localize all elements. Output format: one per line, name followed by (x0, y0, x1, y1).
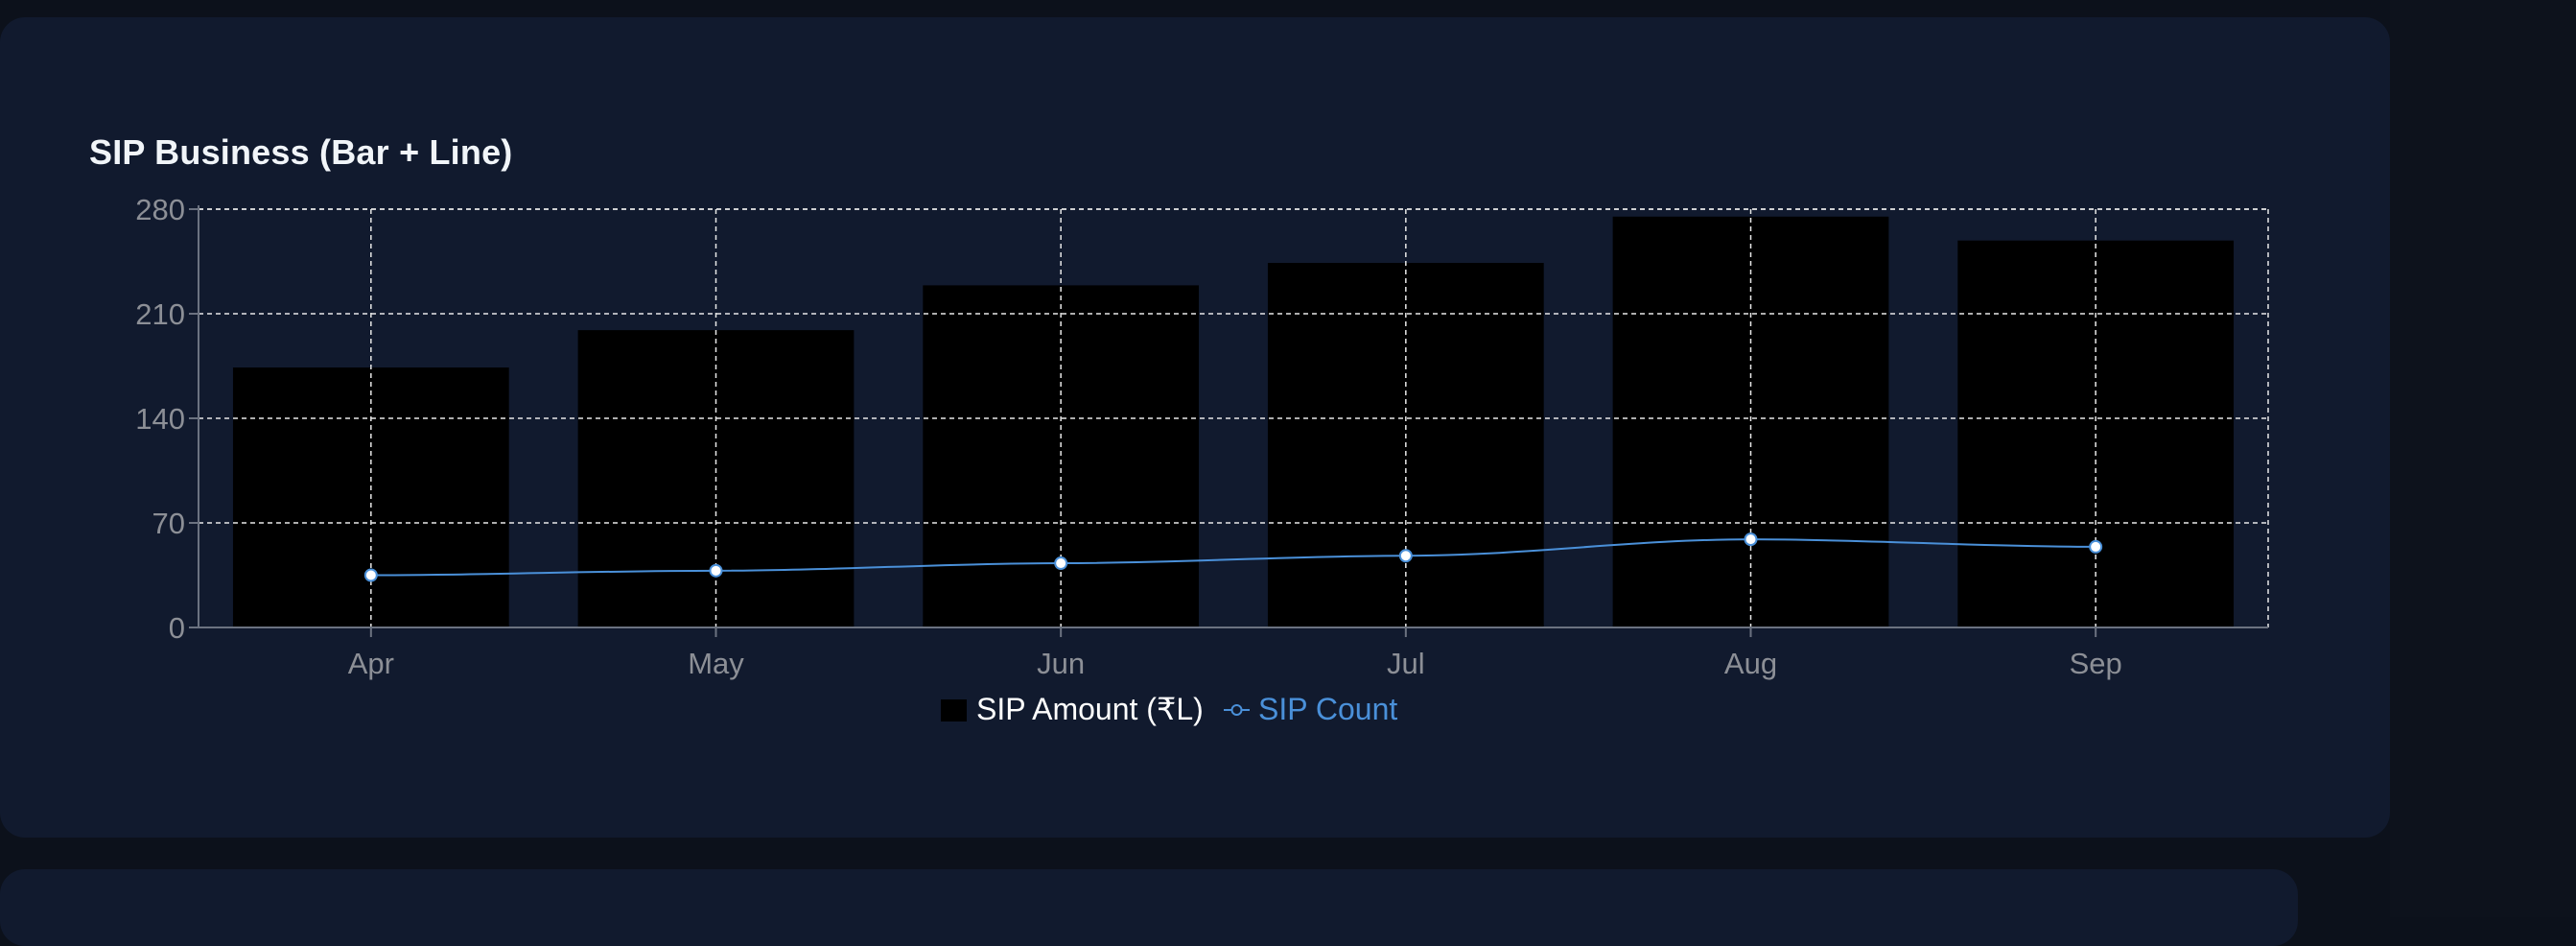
sip-count-point-jun (1054, 556, 1068, 571)
sip-count-line (370, 538, 2096, 577)
sip-count-point-may (709, 563, 723, 578)
legend-swatch-sip-amount (941, 699, 967, 721)
side-strip (2390, 0, 2576, 917)
legend-marker-sip-count (1230, 704, 1243, 716)
x-tick-label-aug: Aug (1724, 647, 1777, 680)
y-tick-label-0: 0 (169, 611, 185, 645)
sip-count-point-sep (2089, 539, 2103, 554)
x-tick-label-jul: Jul (1387, 647, 1425, 680)
sip-count-point-apr (363, 568, 378, 582)
sip-business-chart: 0 70 140 210 280 Apr May Jun Jul Aug Sep SIP Amount… (135, 193, 2269, 726)
x-tick-label-jun: Jun (1037, 647, 1085, 680)
legend-label-sip-amount: SIP Amount (₹L) (976, 692, 1204, 726)
y-tick-label-210: 210 (135, 297, 185, 331)
sip-count-point-jul (1398, 549, 1413, 563)
next-card (0, 869, 2298, 946)
y-tick-label-140: 140 (135, 402, 185, 436)
y-tick-label-280: 280 (135, 193, 185, 226)
y-tick-label-70: 70 (152, 507, 185, 540)
x-tick-label-may: May (688, 647, 744, 680)
x-tick-label-sep: Sep (2070, 647, 2122, 680)
legend-label-sip-count: SIP Count (1258, 692, 1397, 726)
sip-count-point-aug (1744, 532, 1758, 547)
x-tick-label-apr: Apr (348, 647, 394, 680)
card-title: SIP Business (Bar + Line) (89, 132, 513, 172)
